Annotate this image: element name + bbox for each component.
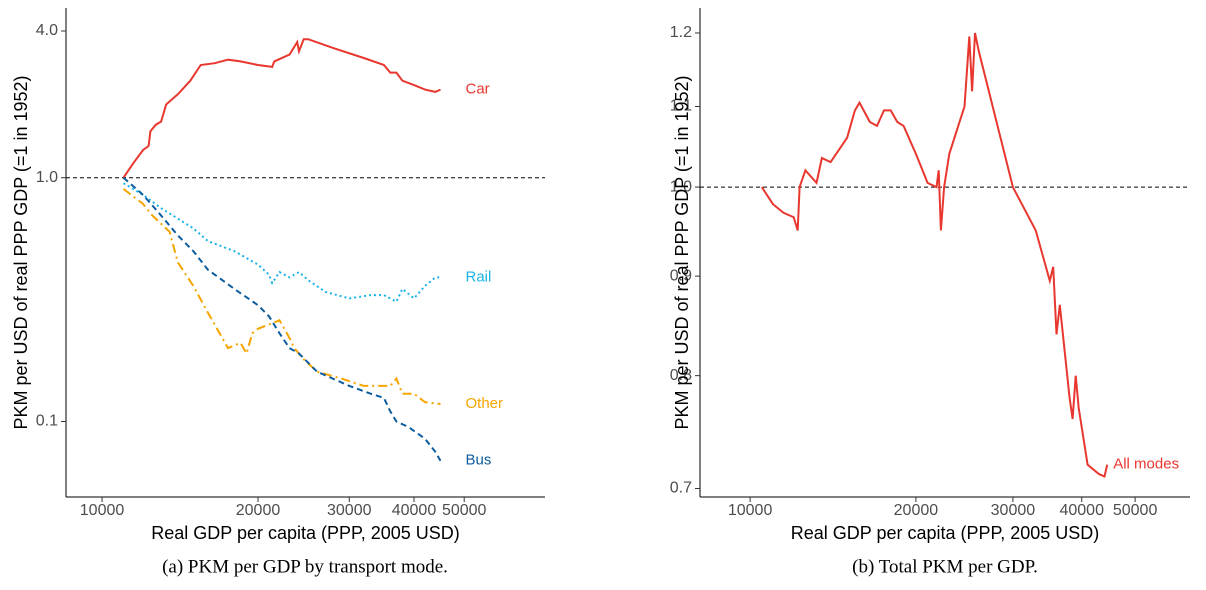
series-label: Rail <box>465 268 491 285</box>
series-label: Other <box>465 395 503 412</box>
caption: (b) Total PKM per GDP. <box>852 556 1038 577</box>
series-label: Bus <box>465 452 491 469</box>
x-axis-title: Real GDP per capita (PPP, 2005 USD) <box>151 523 460 543</box>
x-tick-label: 20000 <box>894 502 939 519</box>
x-tick-label: 10000 <box>80 502 125 519</box>
y-axis-title: PKM per USD of real PPP GDP (=1 in 1952) <box>672 76 692 430</box>
series-line <box>122 182 441 304</box>
x-tick-label: 40000 <box>392 502 437 519</box>
series-line <box>122 38 441 179</box>
series-line <box>760 32 1109 478</box>
y-tick-label: 1.0 <box>36 169 58 186</box>
x-tick-label: 30000 <box>327 502 372 519</box>
x-tick-label: 50000 <box>442 502 487 519</box>
x-tick-label: 20000 <box>236 502 281 519</box>
y-tick-label: 0.9 <box>670 267 692 284</box>
y-tick-label: 0.8 <box>670 367 692 384</box>
series-line <box>122 188 441 405</box>
y-tick-label: 1.2 <box>670 24 692 41</box>
caption: (a) PKM per GDP by transport mode. <box>162 556 448 577</box>
y-tick-label: 1.1 <box>670 98 692 115</box>
y-tick-label: 0.1 <box>36 413 58 430</box>
x-tick-label: 50000 <box>1113 502 1158 519</box>
y-tick-label: 1.0 <box>670 178 692 195</box>
y-tick-label: 0.7 <box>670 480 692 497</box>
series-line <box>122 176 442 462</box>
x-tick-label: 10000 <box>728 502 773 519</box>
x-tick-label: 30000 <box>991 502 1036 519</box>
series-label: All modes <box>1113 456 1179 473</box>
x-tick-label: 40000 <box>1059 502 1104 519</box>
y-axis-title: PKM per USD of real PPP GDP (=1 in 1952) <box>11 76 31 430</box>
series-label: Car <box>465 81 489 98</box>
x-axis-title: Real GDP per capita (PPP, 2005 USD) <box>791 523 1100 543</box>
y-tick-label: 4.0 <box>36 22 58 39</box>
